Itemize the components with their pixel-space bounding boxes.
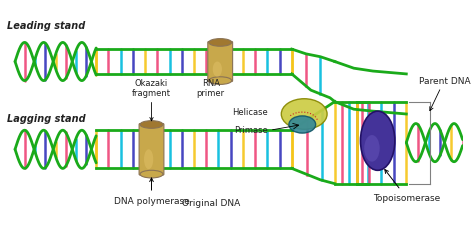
Ellipse shape	[140, 171, 163, 178]
Ellipse shape	[281, 99, 327, 130]
Text: Helicase: Helicase	[232, 108, 268, 117]
Text: DNA polymerase: DNA polymerase	[114, 178, 190, 205]
Ellipse shape	[144, 150, 153, 169]
FancyBboxPatch shape	[139, 124, 164, 175]
Ellipse shape	[209, 39, 232, 47]
Text: Leading stand: Leading stand	[8, 21, 86, 31]
Text: Okazaki
fragment: Okazaki fragment	[132, 78, 171, 121]
Ellipse shape	[364, 135, 380, 162]
Text: Original DNA: Original DNA	[182, 198, 240, 207]
Text: RNA
primer: RNA primer	[197, 78, 225, 98]
Ellipse shape	[213, 62, 222, 77]
Text: Parent DNA: Parent DNA	[419, 76, 470, 111]
Text: Lagging stand: Lagging stand	[7, 113, 86, 123]
Ellipse shape	[289, 116, 316, 134]
Ellipse shape	[361, 112, 395, 171]
FancyBboxPatch shape	[208, 42, 233, 82]
Ellipse shape	[140, 121, 163, 129]
Text: Topoisomerase: Topoisomerase	[373, 170, 440, 202]
Text: Primase: Primase	[234, 125, 268, 135]
Ellipse shape	[209, 77, 232, 85]
